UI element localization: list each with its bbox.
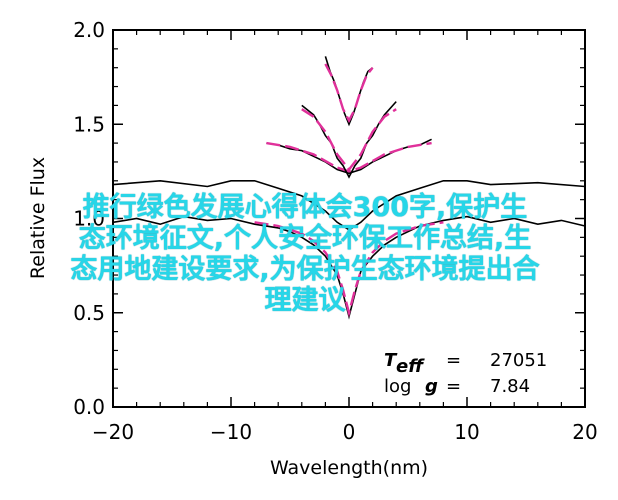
axis-ticks-group: −20 −10 0 10 20 0.0 0.5 1.0 1.5 2.0: [73, 18, 598, 444]
model-line-1: [254, 221, 444, 318]
logg-symbol: log: [384, 376, 411, 397]
y-tick-label: 2.0: [73, 18, 105, 42]
logg-value: 7.84: [490, 376, 530, 397]
overlay-line: 态环境征文,个人安全环保工作总结,生: [78, 223, 532, 254]
overlay-caption: 推行绿色发展心得体会300字,保护生 态环境征文,个人安全环保工作总结,生 态用…: [10, 192, 600, 316]
overlay-line: 理建议: [264, 285, 346, 316]
model-line-6: [301, 108, 397, 172]
chart-series-group: [112, 56, 586, 320]
x-tick-label: −10: [210, 420, 252, 444]
annotation-box: T eff = 27051 log g = 7.84: [384, 350, 547, 397]
x-tick-label: 20: [572, 420, 597, 444]
logg-equals: =: [446, 376, 461, 397]
overlay-line: 推行绿色发展心得体会300字,保护生: [82, 192, 528, 223]
logg-g: g: [425, 376, 438, 397]
teff-subscript: eff: [396, 356, 425, 377]
observed-line-5: [301, 101, 397, 179]
y-tick-label: 1.5: [73, 112, 105, 136]
model-line-8: [324, 63, 374, 124]
overlay-line: 态用地建设要求,为保护生态环境提出合: [70, 254, 540, 285]
x-tick-label: 0: [343, 420, 356, 444]
y-tick-label: 0.0: [73, 395, 105, 419]
x-tick-label: −20: [92, 420, 134, 444]
observed-line-7: [324, 56, 374, 127]
teff-symbol: T: [384, 350, 398, 371]
teff-equals: =: [446, 350, 461, 371]
x-tick-label: 10: [454, 420, 479, 444]
teff-value: 27051: [490, 350, 547, 371]
y-tick-label: 1.0: [73, 207, 105, 231]
y-tick-label: 0.5: [73, 301, 105, 325]
y-axis-title: Relative Flux: [27, 157, 49, 279]
x-axis-title: Wavelength(nm): [270, 457, 428, 479]
observed-line-2: [112, 179, 586, 231]
